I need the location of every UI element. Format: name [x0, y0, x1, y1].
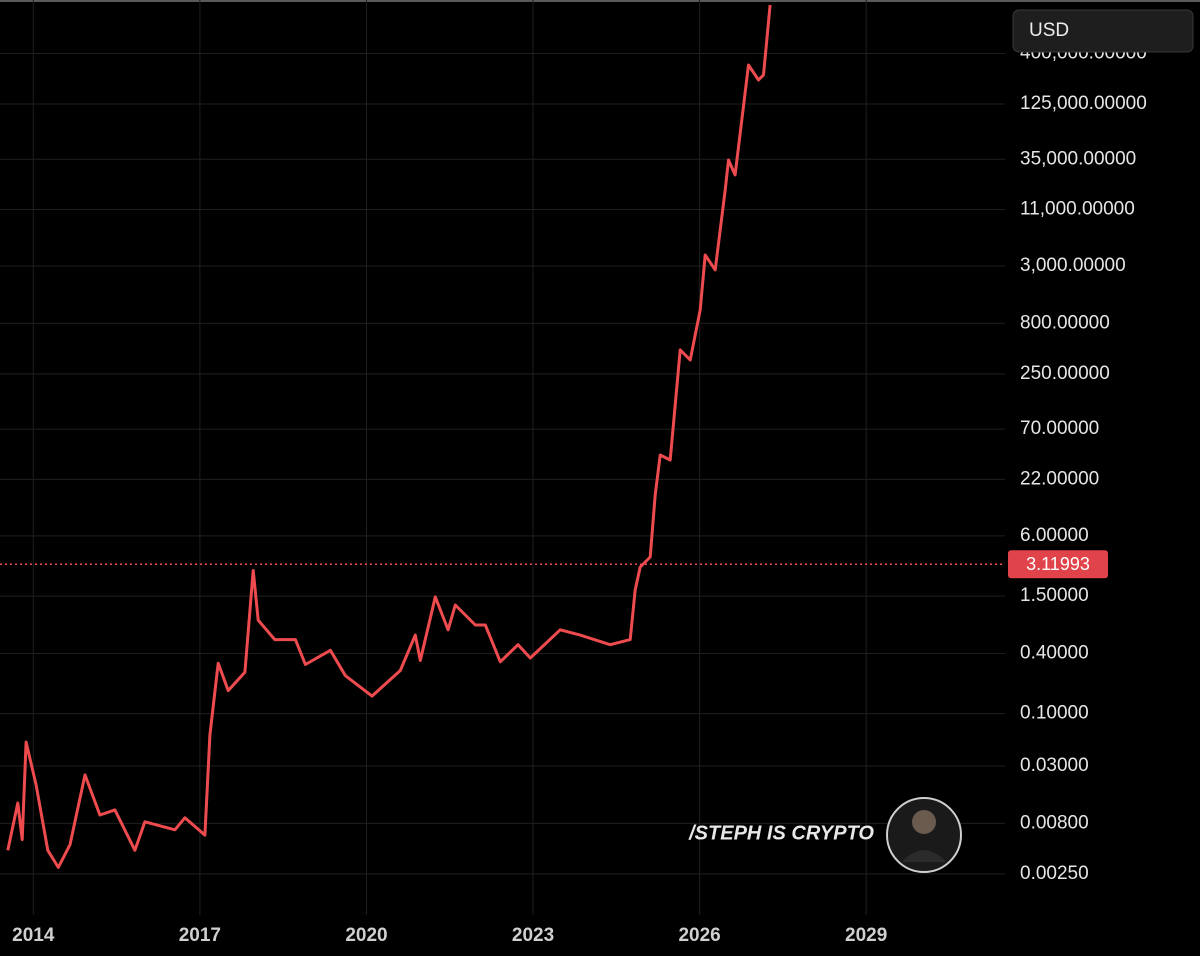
avatar-body	[902, 850, 946, 862]
x-tick-label: 2023	[512, 925, 554, 946]
currency-label[interactable]: USD	[1029, 20, 1069, 41]
x-tick-label: 2026	[678, 925, 720, 946]
currency-button[interactable]	[1012, 9, 1194, 53]
x-tick-label: 2017	[179, 925, 221, 946]
y-tick-label: 3,000.00000	[1020, 255, 1126, 276]
y-tick-label: 800.00000	[1020, 312, 1110, 333]
x-tick-label: 2014	[12, 925, 55, 946]
y-tick-label: 0.03000	[1020, 755, 1089, 776]
last-price-box	[1008, 550, 1108, 579]
avatar-face	[912, 810, 936, 834]
avatar	[886, 797, 962, 873]
y-tick-label: 0.00250	[1020, 863, 1089, 884]
x-tick-label: 2020	[345, 925, 387, 946]
x-tick-label: 2029	[845, 925, 887, 946]
y-tick-label: 0.00800	[1020, 812, 1089, 833]
y-tick-label: 0.40000	[1020, 642, 1089, 663]
y-tick-label: 22.00000	[1020, 468, 1099, 489]
last-price-label: 3.11993	[1026, 554, 1090, 574]
y-tick-label: 0.10000	[1020, 703, 1089, 724]
watermark: /STEPH IS CRYPTO	[688, 822, 874, 844]
y-tick-label: 35,000.00000	[1020, 148, 1136, 169]
y-tick-label: 1.50000	[1020, 585, 1089, 606]
y-tick-label: 11,000.00000	[1020, 199, 1135, 220]
y-tick-label: 70.00000	[1020, 418, 1099, 439]
y-tick-label: 6.00000	[1020, 525, 1089, 546]
y-tick-label: 250.00000	[1020, 363, 1110, 384]
price-line	[6, 4, 772, 869]
y-tick-label: 125,000.00000	[1020, 93, 1147, 114]
